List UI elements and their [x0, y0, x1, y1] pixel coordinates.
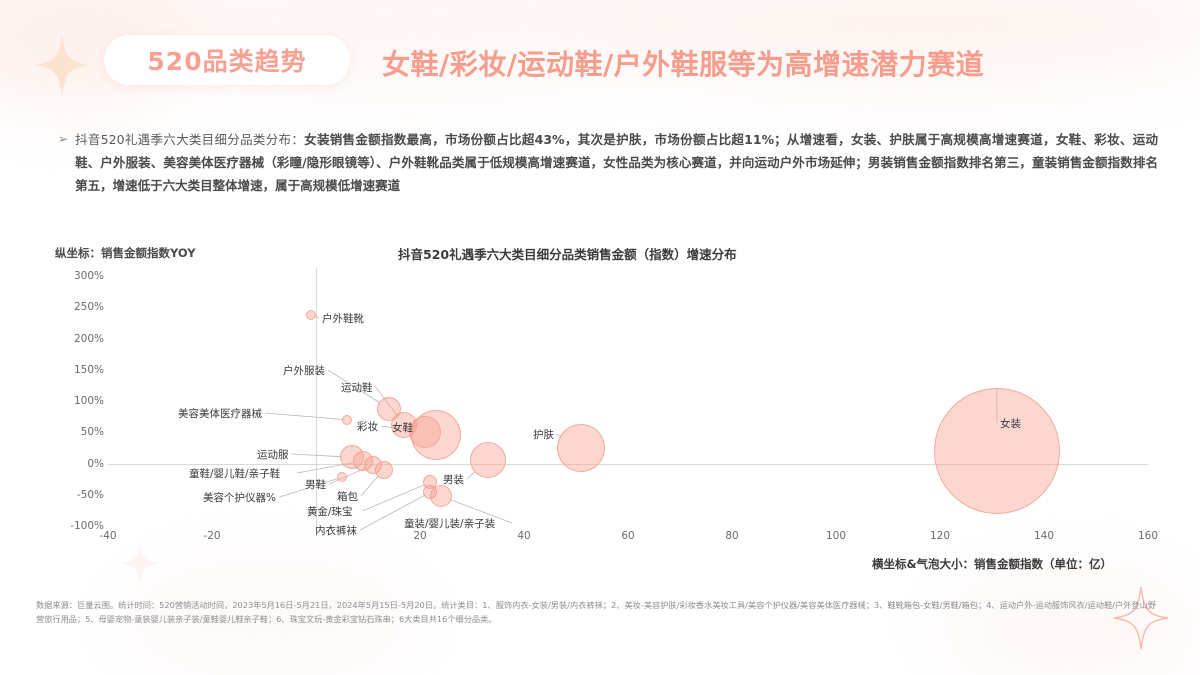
bubble-label: 户外服装	[283, 365, 325, 377]
bubble-label: 美容美体医疗器械	[178, 408, 262, 420]
y-axis-tick: 100%	[73, 395, 104, 407]
x-axis-tick: 140	[1033, 530, 1055, 542]
leader-line	[327, 369, 380, 403]
summary-body: 女装销售金额指数最高，市场份额占比超43%，其次是护肤，市场份额占比超11%；从…	[75, 132, 1159, 193]
bubble-label: 运动鞋	[341, 382, 373, 394]
bubble-label: 女装	[1000, 418, 1021, 430]
badge-label: 520品类趋势	[147, 47, 307, 76]
y-axis-tick: 250%	[73, 301, 104, 314]
x-axis-tick: 80	[725, 530, 739, 542]
page-header: 520品类趋势 女鞋/彩妆/运动鞋/户外鞋服等为高增速潜力赛道	[0, 0, 1200, 108]
y-axis-tick: 50%	[80, 426, 104, 439]
y-axis-tick: -100%	[70, 520, 104, 532]
summary-bullet-row: ➢ 抖音520礼遇季六大类目细分品类分布：女装销售金额指数最高，市场份额占比超4…	[58, 128, 1158, 197]
bubble-label: 箱包	[337, 491, 358, 503]
zero-baseline	[108, 463, 1148, 465]
bubble-童装/婴儿装/亲子装[interactable]	[429, 485, 452, 507]
leader-line	[360, 475, 379, 497]
bubble-label: 美容个护仪器%	[203, 492, 276, 504]
bubble-label: 运动服	[257, 449, 289, 461]
page-title: 女鞋/彩妆/运动鞋/户外鞋服等为高增速潜力赛道	[382, 48, 985, 81]
bubble-户外鞋靴[interactable]	[305, 309, 316, 320]
x-axis-tick: -40	[99, 530, 117, 542]
bubble-label: 黄金/珠宝	[307, 506, 353, 518]
leader-line	[279, 478, 339, 498]
leader-line	[359, 494, 426, 531]
x-axis-tick: 160	[1137, 530, 1159, 542]
bubble-男装[interactable]	[469, 441, 506, 478]
x-axis-tick: 40	[517, 530, 531, 542]
bubble-label: 护肤	[533, 429, 554, 441]
summary-text: 抖音520礼遇季六大类目细分品类分布：女装销售金额指数最高，市场份额占比超43%…	[75, 128, 1158, 197]
bubble-女装[interactable]	[934, 388, 1061, 514]
y-axis-tick: 300%	[73, 270, 104, 282]
x-axis-caption: 横坐标&气泡大小：销售金额指数（单位：亿）	[872, 557, 1113, 571]
source-footnote: 数据来源：巨量云图。统计时间：520营销活动时间，2023年5月16日-5月21…	[36, 600, 1156, 624]
x-axis-tick: -20	[203, 530, 221, 542]
bubble-chart: 纵坐标：销售金额指数YOY 抖音520礼遇季六大类目细分品类销售金额（指数）增速…	[0, 236, 1200, 556]
bubble-label: 内衣裤袜	[315, 525, 357, 537]
bubble-label: 童装/婴儿装/亲子装	[404, 518, 496, 530]
bubble-label: 女鞋	[392, 422, 413, 434]
bullet-marker-icon: ➢	[58, 132, 69, 146]
y-axis-line	[316, 268, 317, 530]
bubble-美容个护仪器%[interactable]	[337, 472, 347, 483]
bubble-女鞋[interactable]	[410, 410, 461, 461]
bubble-label: 男鞋	[305, 479, 326, 491]
leader-line	[362, 484, 426, 512]
x-axis-tick: 100	[825, 530, 847, 542]
leader-line	[450, 499, 513, 524]
badge-520-category-trend: 520品类趋势	[104, 35, 350, 85]
y-axis-tick: 200%	[73, 332, 104, 345]
bubble-label: 户外鞋靴	[322, 313, 364, 325]
plot-area: 300% 250% 200% 150% 100% 50% 0% -50% -100% -40 -20…	[70, 268, 1158, 542]
y-axis-tick: -50%	[76, 488, 104, 501]
bubble-护肤[interactable]	[557, 423, 606, 472]
summary-block: ➢ 抖音520礼遇季六大类目细分品类分布：女装销售金额指数最高，市场份额占比超4…	[58, 128, 1158, 197]
y-axis-caption: 纵坐标：销售金额指数YOY	[55, 246, 196, 260]
bubble-箱包[interactable]	[374, 460, 393, 479]
summary-lead: 抖音520礼遇季六大类目细分品类分布：	[75, 132, 305, 147]
leader-line	[264, 412, 344, 420]
bubble-美容美体医疗器械[interactable]	[342, 414, 353, 425]
y-axis-tick: 0%	[87, 457, 104, 470]
bubble-label: 彩妆	[357, 421, 378, 433]
chart-title: 抖音520礼遇季六大类目细分品类销售金额（指数）增速分布	[398, 247, 737, 262]
bubble-label: 童鞋/婴儿鞋/亲子鞋	[189, 468, 281, 480]
leader-line	[466, 471, 476, 480]
x-axis-tick: 20	[413, 530, 427, 542]
leader-line	[291, 453, 342, 458]
bubble-label: 男装	[443, 474, 464, 486]
y-axis-tick: 150%	[73, 363, 104, 376]
x-axis-tick: 60	[621, 530, 635, 542]
x-axis-tick: 120	[929, 530, 951, 542]
